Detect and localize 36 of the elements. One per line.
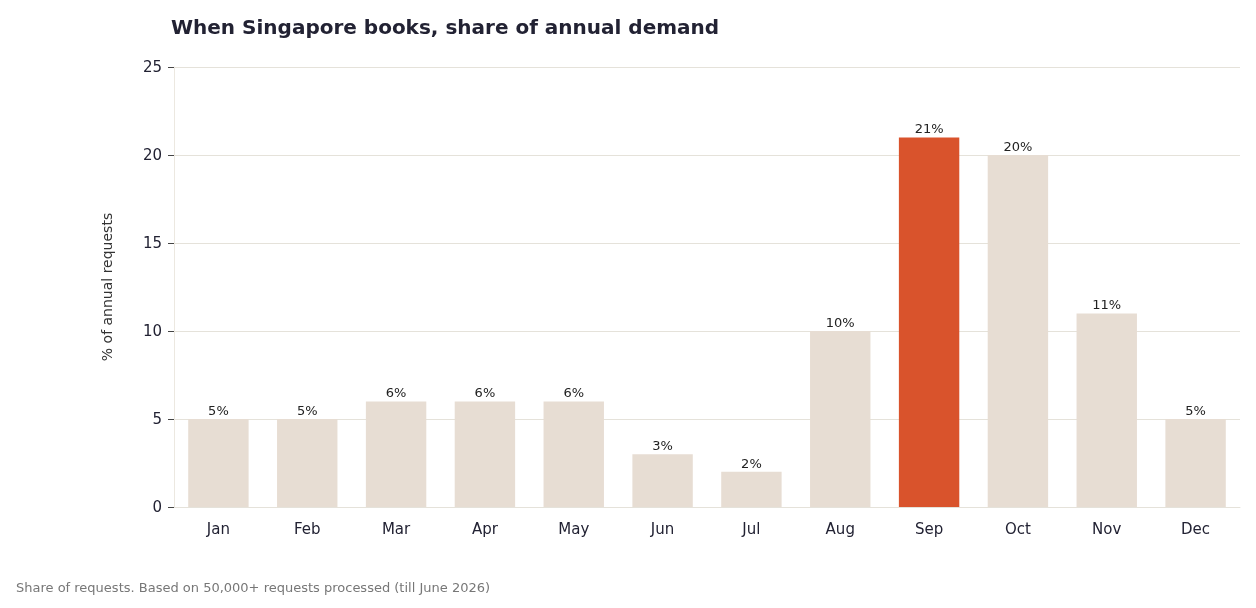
y-tick-label: 10 [142, 322, 162, 340]
x-tick-label: Aug [825, 519, 855, 538]
x-tick-label: Apr [471, 519, 499, 538]
x-tick-label: Jul [741, 519, 761, 538]
data-label: 11% [1092, 297, 1122, 313]
y-tick-label: 20 [142, 146, 162, 164]
x-tick-label: Jun [649, 519, 675, 538]
x-tick-label: Sep [914, 519, 944, 538]
x-tick-label: Oct [1004, 519, 1031, 538]
data-label: 5% [296, 403, 318, 418]
y-tick-label: 0 [152, 498, 162, 516]
bar [721, 471, 782, 507]
bar [632, 454, 693, 507]
data-label: 6% [474, 385, 496, 401]
x-tick-label: May [558, 519, 590, 538]
data-label: 6% [385, 385, 407, 401]
data-label: 6% [563, 385, 585, 401]
y-tick-label: 25 [142, 58, 162, 76]
x-tick-label: Jan [205, 519, 230, 538]
data-label: 10% [825, 315, 855, 330]
x-tick-label: Mar [381, 519, 412, 538]
data-label: 5% [1185, 403, 1206, 418]
y-axis-title: % of annual requests [99, 212, 115, 362]
data-label: 3% [652, 438, 673, 454]
x-tick-label: Nov [1092, 519, 1122, 538]
x-tick-label: Feb [293, 519, 321, 538]
y-tick-label: 5 [152, 410, 162, 428]
data-label: 20% [1003, 139, 1033, 154]
bar [898, 137, 960, 507]
data-label: 2% [741, 455, 762, 471]
text: Share of requests. Based on 50,000+ requests processed (till June 2026) [16, 580, 491, 595]
chart-title: When Singapore books, share of annual demand [171, 15, 720, 39]
data-label: 21% [914, 121, 944, 137]
x-tick-label: Dec [1181, 519, 1211, 538]
data-label: 5% [208, 403, 229, 418]
y-tick-label: 15 [142, 234, 162, 252]
